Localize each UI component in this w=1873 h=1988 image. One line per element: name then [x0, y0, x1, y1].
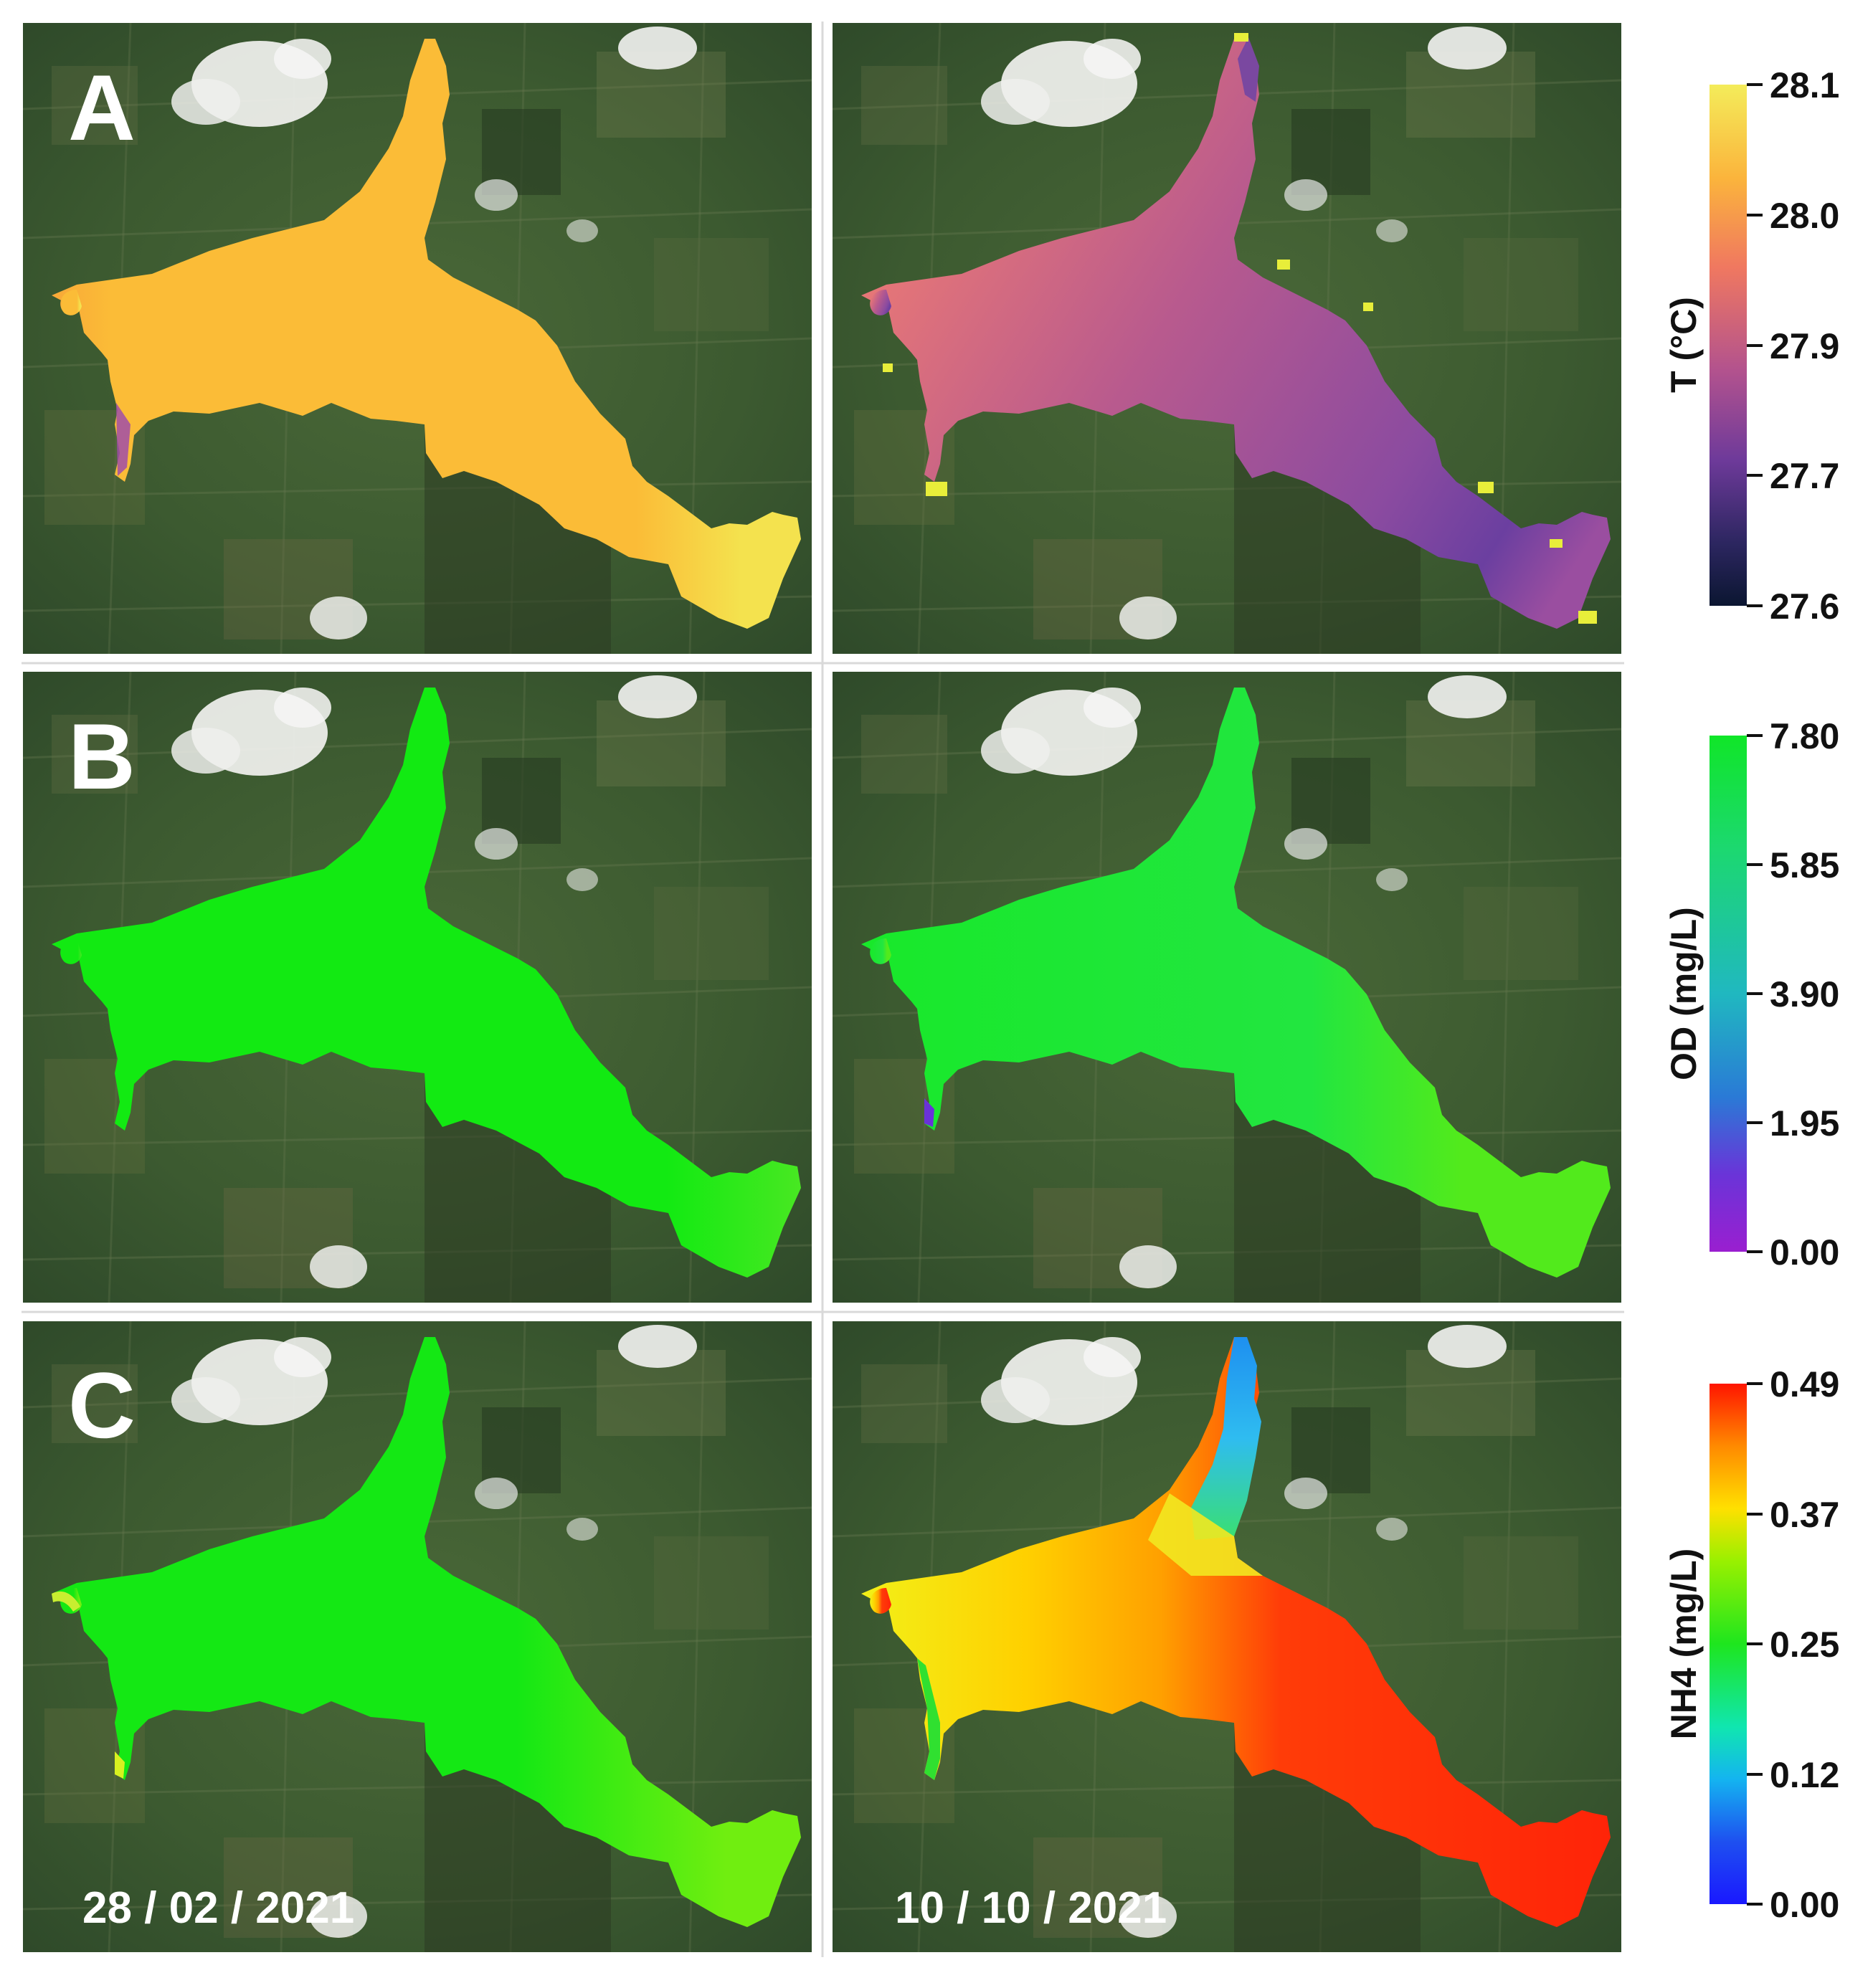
colorbar-temperature: 28.1 28.0 27.9 27.7 27.6 T (°C)	[1664, 65, 1839, 627]
colorbar-temperature-tick-2: 27.9	[1770, 326, 1839, 366]
map-panel-C-left	[23, 1321, 812, 1952]
colorbar-temperature-tick-3: 27.7	[1770, 456, 1839, 496]
date-label-left: 28 / 02 / 2021	[82, 1883, 354, 1933]
map-panel-B-left	[23, 672, 812, 1303]
row-label-A: A	[68, 55, 136, 160]
colorbar-temperature-tick-1: 28.0	[1770, 196, 1839, 236]
colorbar-nh4-tick-4: 0.00	[1770, 1885, 1839, 1925]
map-panel-A-right	[833, 23, 1621, 654]
colorbar-nh4-tick-1: 0.37	[1770, 1495, 1839, 1535]
colorbar-nh4-tick-3: 0.12	[1770, 1755, 1839, 1795]
map-panel-C-right	[833, 1321, 1621, 1952]
colorbar-nh4-tick-2: 0.25	[1770, 1625, 1839, 1665]
colorbar-temperature-tick-0: 28.1	[1770, 65, 1839, 105]
colorbar-od-tick-4: 0.00	[1770, 1232, 1839, 1273]
row-label-C: C	[68, 1353, 136, 1457]
colorbar-od-gradient	[1710, 736, 1747, 1252]
colorbar-od-tick-1: 5.85	[1770, 845, 1839, 885]
map-panel-A-left	[23, 23, 812, 654]
colorbar-temperature-label: T (°C)	[1664, 297, 1704, 393]
date-label-right: 10 / 10 / 2021	[895, 1883, 1167, 1933]
colorbar-od-label: OD (mg/L)	[1664, 907, 1704, 1080]
colorbar-od-tick-3: 1.95	[1770, 1103, 1839, 1143]
colorbar-od-tick-0: 7.80	[1770, 716, 1839, 756]
colorbar-temperature-tick-4: 27.6	[1770, 586, 1839, 627]
colorbar-nh4: 0.49 0.37 0.25 0.12 0.00 NH4 (mg/L)	[1664, 1364, 1839, 1925]
row-label-B: B	[68, 704, 136, 809]
panel-grid-lines	[22, 22, 1624, 1957]
colorbar-nh4-tick-0: 0.49	[1770, 1364, 1839, 1404]
colorbar-nh4-gradient	[1710, 1384, 1747, 1904]
colorbar-od: 7.80 5.85 3.90 1.95 0.00 OD (mg/L)	[1664, 716, 1839, 1273]
colorbar-temperature-gradient	[1710, 85, 1747, 606]
colorbar-nh4-label: NH4 (mg/L)	[1664, 1549, 1704, 1740]
map-panel-B-right	[833, 672, 1621, 1303]
colorbar-od-tick-2: 3.90	[1770, 974, 1839, 1014]
